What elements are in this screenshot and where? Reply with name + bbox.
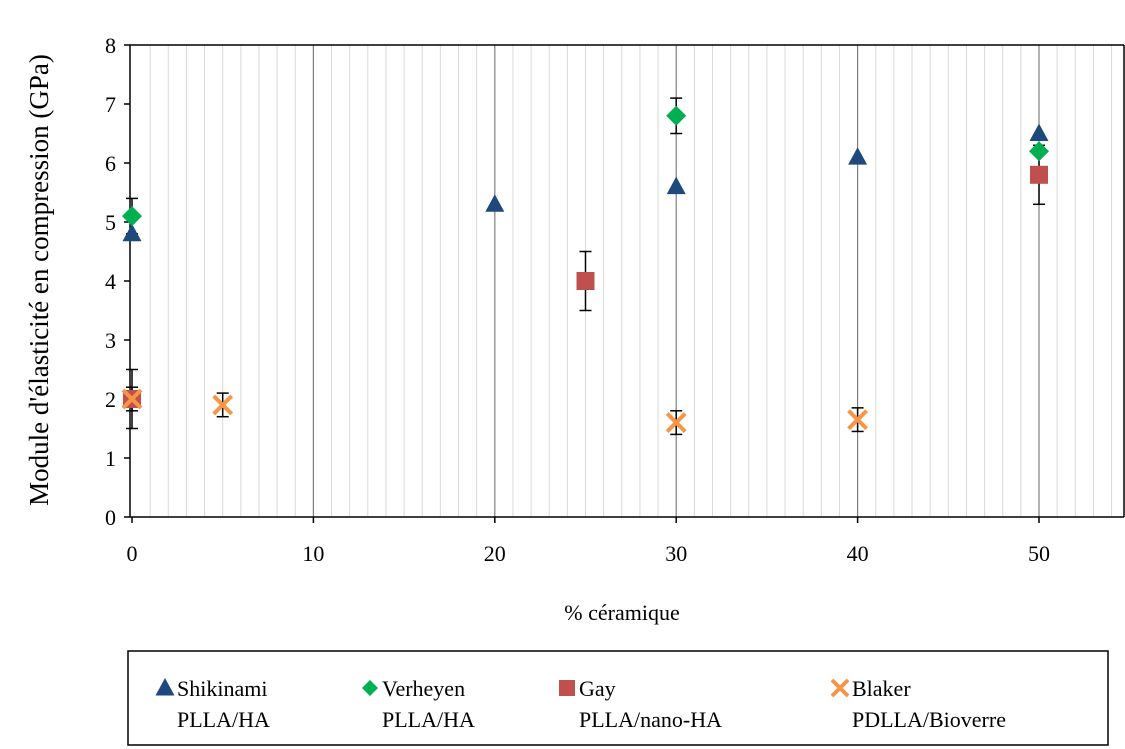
point-x xyxy=(212,394,234,416)
point-x xyxy=(665,412,687,434)
legend-label-sub: PLLA/nano-HA xyxy=(579,707,722,732)
point-triangle xyxy=(1029,123,1049,141)
legend-marker-x xyxy=(830,678,850,698)
point-x xyxy=(121,388,143,410)
point-triangle xyxy=(666,176,686,195)
error-bars xyxy=(126,97,1045,436)
grid xyxy=(149,45,1113,517)
x-tick-label: 10 xyxy=(302,541,324,566)
point-diamond xyxy=(666,105,687,126)
x-axis-title: % céramique xyxy=(564,600,679,625)
point-triangle xyxy=(848,147,868,165)
y-tick-label: 4 xyxy=(105,269,116,294)
y-axis-title: Module d'élasticité en compression (GPa) xyxy=(24,54,54,506)
point-triangle xyxy=(485,194,505,212)
legend-label: Verheyen xyxy=(382,676,465,701)
data-points xyxy=(121,105,1049,434)
x-tick-label: 40 xyxy=(847,541,869,566)
legend-label-sub: PLLA/HA xyxy=(382,707,475,732)
legend-marker-triangle xyxy=(155,678,175,696)
legend-label: Blaker xyxy=(852,676,911,701)
y-tick-label: 7 xyxy=(105,92,116,117)
plot-area xyxy=(129,44,1125,518)
legend-label: Gay xyxy=(579,676,616,701)
legend-box xyxy=(127,650,1109,746)
legend-marker-diamond xyxy=(362,680,378,696)
y-tick-label: 5 xyxy=(105,210,116,235)
point-diamond xyxy=(122,206,142,227)
x-tick-label: 50 xyxy=(1028,541,1050,566)
point-square xyxy=(576,272,595,290)
y-tick-label: 1 xyxy=(105,446,116,471)
point-diamond xyxy=(1029,141,1049,162)
y-tick-label: 8 xyxy=(105,33,116,58)
point-x xyxy=(847,409,869,431)
legend-label-sub: PDLLA/Bioverre xyxy=(852,707,1006,732)
legend-label: Shikinami xyxy=(177,676,267,701)
y-tick-label: 3 xyxy=(105,328,116,353)
x-tick-label: 20 xyxy=(484,541,506,566)
point-triangle xyxy=(122,223,142,242)
y-tick-label: 2 xyxy=(105,387,116,412)
legend: Shikinami PLLA/HA Verheyen PLLA/HA Gay PLLA/n… xyxy=(127,650,1109,746)
legend-marker-square xyxy=(559,680,575,696)
x-tick-label: 30 xyxy=(665,541,687,566)
axis-ticks: 0 1 2 3 4 5 6 7 8 0 10 20 30 40 50 xyxy=(105,33,1050,566)
point-square xyxy=(1030,165,1048,184)
y-tick-label: 0 xyxy=(105,505,116,530)
y-tick-label: 6 xyxy=(105,151,116,176)
legend-label-sub: PLLA/HA xyxy=(177,707,270,732)
x-tick-label: 0 xyxy=(127,541,138,566)
